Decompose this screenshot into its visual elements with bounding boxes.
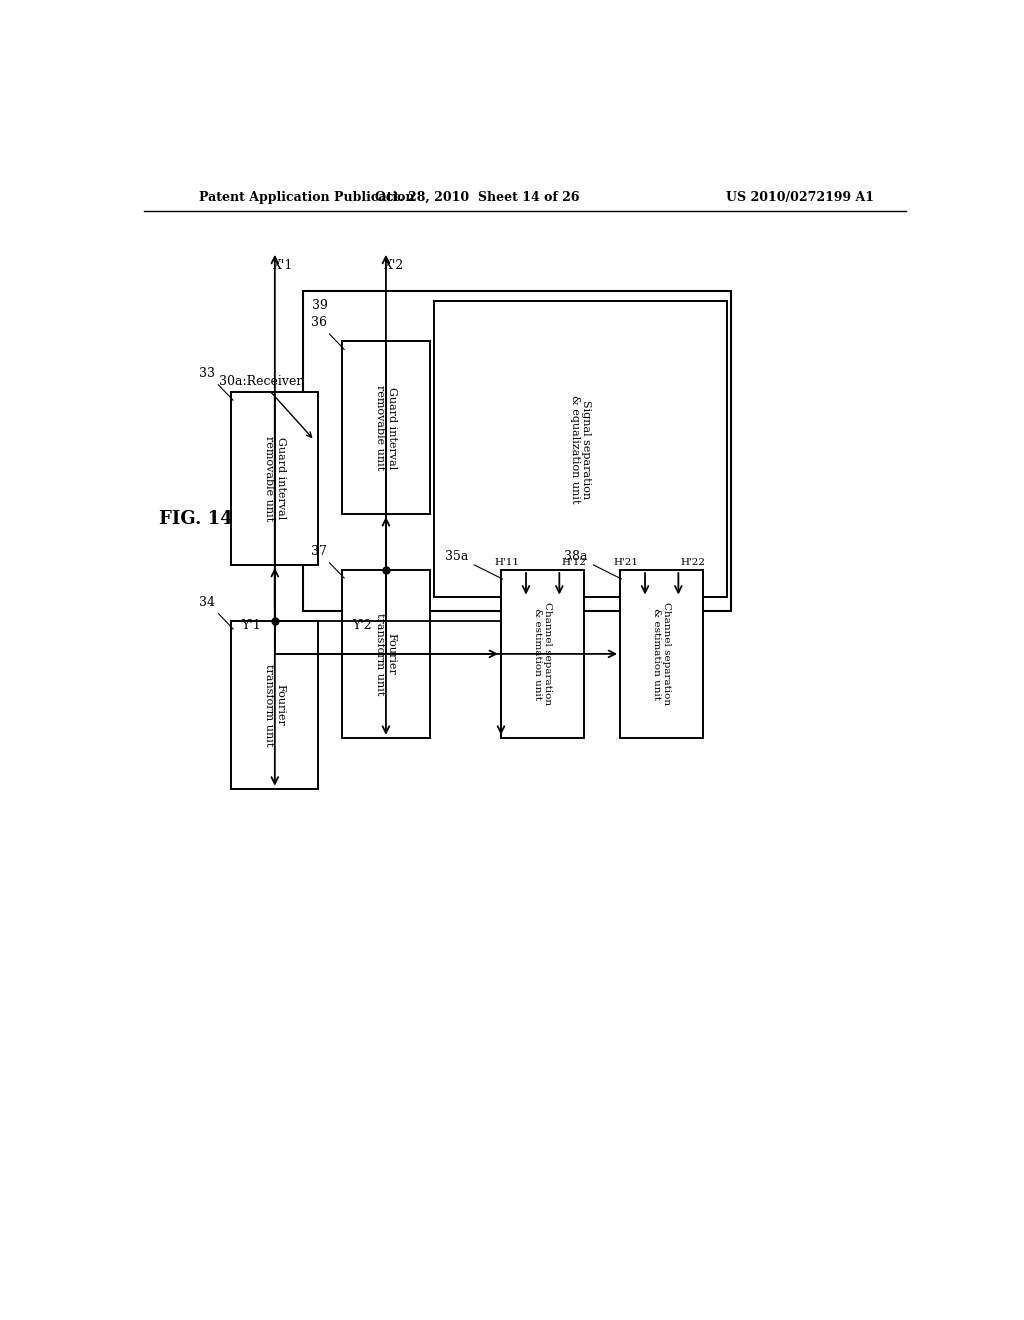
Bar [501, 570, 585, 738]
Text: Y'2: Y'2 [352, 619, 372, 632]
Text: 39: 39 [312, 298, 328, 312]
Bar [620, 570, 703, 738]
Text: H'21: H'21 [613, 558, 639, 568]
Text: 33: 33 [200, 367, 233, 400]
Text: Channel separation
& estimation unit: Channel separation & estimation unit [532, 602, 552, 705]
Text: H'11: H'11 [495, 558, 519, 568]
Bar [342, 570, 430, 738]
Text: 36: 36 [310, 315, 344, 350]
Text: Channel separation
& estimation unit: Channel separation & estimation unit [652, 602, 672, 705]
Text: Signal separation
& equalization unit: Signal separation & equalization unit [569, 395, 591, 503]
Bar [231, 392, 318, 565]
Text: Fourier
transform unit: Fourier transform unit [375, 612, 396, 696]
Text: 34: 34 [200, 595, 233, 630]
Text: 37: 37 [310, 545, 344, 578]
Text: Oct. 28, 2010  Sheet 14 of 26: Oct. 28, 2010 Sheet 14 of 26 [375, 190, 580, 203]
Bar [231, 620, 318, 788]
Text: Guard interval
removable unit: Guard interval removable unit [264, 436, 286, 521]
Text: US 2010/0272199 A1: US 2010/0272199 A1 [726, 190, 873, 203]
Text: H'22: H'22 [681, 558, 706, 568]
Text: Fourier
transform unit: Fourier transform unit [264, 664, 286, 746]
Text: 38a: 38a [564, 550, 622, 579]
Text: 30a:Receiver: 30a:Receiver [219, 375, 311, 437]
Bar [303, 290, 731, 611]
Text: Y'1: Y'1 [241, 619, 260, 632]
Text: X'2: X'2 [384, 259, 404, 272]
Bar [433, 301, 727, 598]
Text: Guard interval
removable unit: Guard interval removable unit [375, 385, 396, 470]
Text: H'12: H'12 [562, 558, 587, 568]
Text: Patent Application Publication: Patent Application Publication [200, 190, 415, 203]
Text: 35a: 35a [445, 550, 503, 579]
Text: X'1: X'1 [272, 259, 293, 272]
Text: FIG. 14: FIG. 14 [159, 511, 232, 528]
Bar [342, 342, 430, 515]
